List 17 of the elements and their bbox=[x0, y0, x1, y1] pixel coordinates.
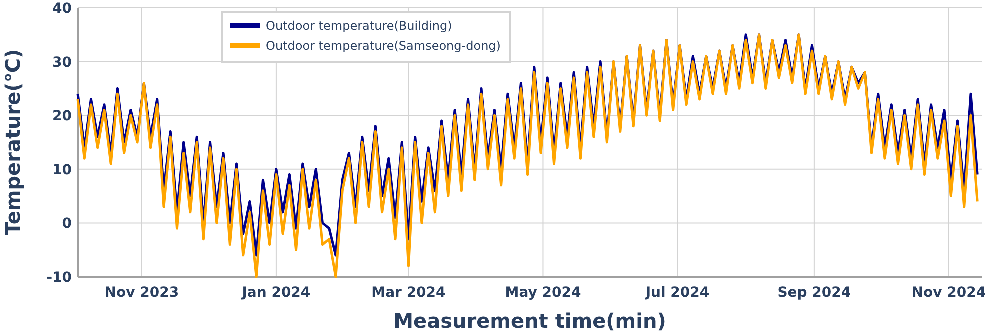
x-tick-label: Jul 2024 bbox=[644, 285, 710, 301]
y-tick-label: 40 bbox=[52, 1, 72, 17]
x-tick-label: Mar 2024 bbox=[372, 285, 446, 301]
y-axis-title: Temperature(℃) bbox=[1, 49, 25, 236]
y-tick-label: 30 bbox=[52, 54, 72, 71]
y-tick-label: -10 bbox=[46, 270, 72, 286]
x-tick-label: Sep 2024 bbox=[778, 285, 852, 301]
x-axis-title: Measurement time(min) bbox=[394, 309, 666, 332]
x-tick-label: Nov 2023 bbox=[104, 285, 180, 301]
legend-label: Outdoor temperature(Building) bbox=[266, 19, 452, 33]
y-tick-label: 10 bbox=[52, 162, 72, 178]
x-tick-label: May 2024 bbox=[505, 285, 582, 301]
x-tick-label: Jan 2024 bbox=[241, 285, 311, 301]
legend-label: Outdoor temperature(Samseong-dong) bbox=[266, 39, 501, 53]
y-tick-label: 20 bbox=[52, 108, 72, 125]
y-tick-label: 0 bbox=[62, 216, 72, 232]
x-tick-label: Nov 2024 bbox=[912, 285, 986, 301]
